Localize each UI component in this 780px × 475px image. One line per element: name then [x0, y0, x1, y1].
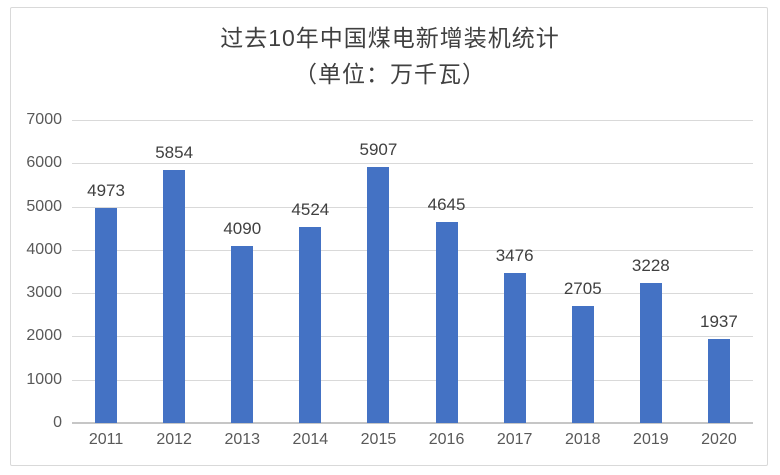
y-tick-label: 2000	[26, 327, 62, 345]
y-tick-label: 3000	[26, 284, 62, 302]
bar-2017	[503, 272, 526, 423]
x-tick-label: 2020	[701, 431, 737, 448]
bar-2012	[163, 169, 186, 423]
gridline	[72, 206, 753, 208]
plot-area	[72, 120, 753, 424]
bar-value-label: 4973	[87, 180, 125, 200]
bar-value-label: 5854	[155, 142, 194, 162]
y-tick-label: 5000	[26, 197, 62, 215]
bar-2016	[435, 221, 458, 423]
y-tick-label: 4000	[26, 240, 62, 258]
chart-title-block: 过去10年中国煤电新增装机统计 （单位：万千瓦）	[0, 20, 780, 92]
x-tick-label: 2011	[88, 431, 124, 448]
bar-2013	[231, 245, 254, 423]
y-tick-label: 0	[53, 414, 62, 431]
gridline	[72, 293, 753, 295]
gridline	[72, 379, 753, 381]
gridline	[72, 120, 753, 121]
x-tick-label: 2019	[633, 431, 669, 448]
y-tick-label: 6000	[26, 154, 62, 172]
y-tick-label: 7000	[26, 111, 62, 128]
bar-value-label: 1937	[700, 312, 738, 332]
bar-2015	[367, 167, 390, 423]
x-tick-label: 2016	[428, 431, 465, 448]
bar-value-label: 4645	[427, 194, 466, 214]
y-tick-label: 1000	[26, 370, 62, 388]
gridline	[72, 163, 753, 165]
bar-value-label: 3476	[495, 245, 534, 265]
gridline	[72, 336, 753, 338]
bar-2018	[571, 305, 594, 423]
bar-2011	[95, 207, 118, 423]
chart-title: 过去10年中国煤电新增装机统计	[220, 25, 560, 51]
x-tick-label: 2018	[564, 431, 601, 448]
x-tick-label: 2012	[156, 431, 192, 448]
x-tick-label: 2014	[292, 431, 329, 448]
bar-2020	[707, 339, 730, 423]
bar-value-label: 4524	[291, 200, 330, 220]
bar-2019	[639, 283, 662, 423]
bar-2014	[299, 227, 322, 423]
gridline	[72, 249, 753, 251]
bar-value-label: 2705	[563, 278, 602, 298]
bar-value-label: 3228	[631, 256, 670, 276]
x-tick-label: 2015	[360, 431, 397, 448]
x-tick-label: 2017	[496, 431, 533, 448]
chart-subtitle: （单位：万千瓦）	[294, 61, 486, 87]
bar-value-label: 4090	[223, 218, 262, 238]
bar-value-label: 5907	[359, 140, 398, 160]
x-axis-line	[72, 422, 753, 424]
x-tick-label: 2013	[224, 431, 261, 448]
